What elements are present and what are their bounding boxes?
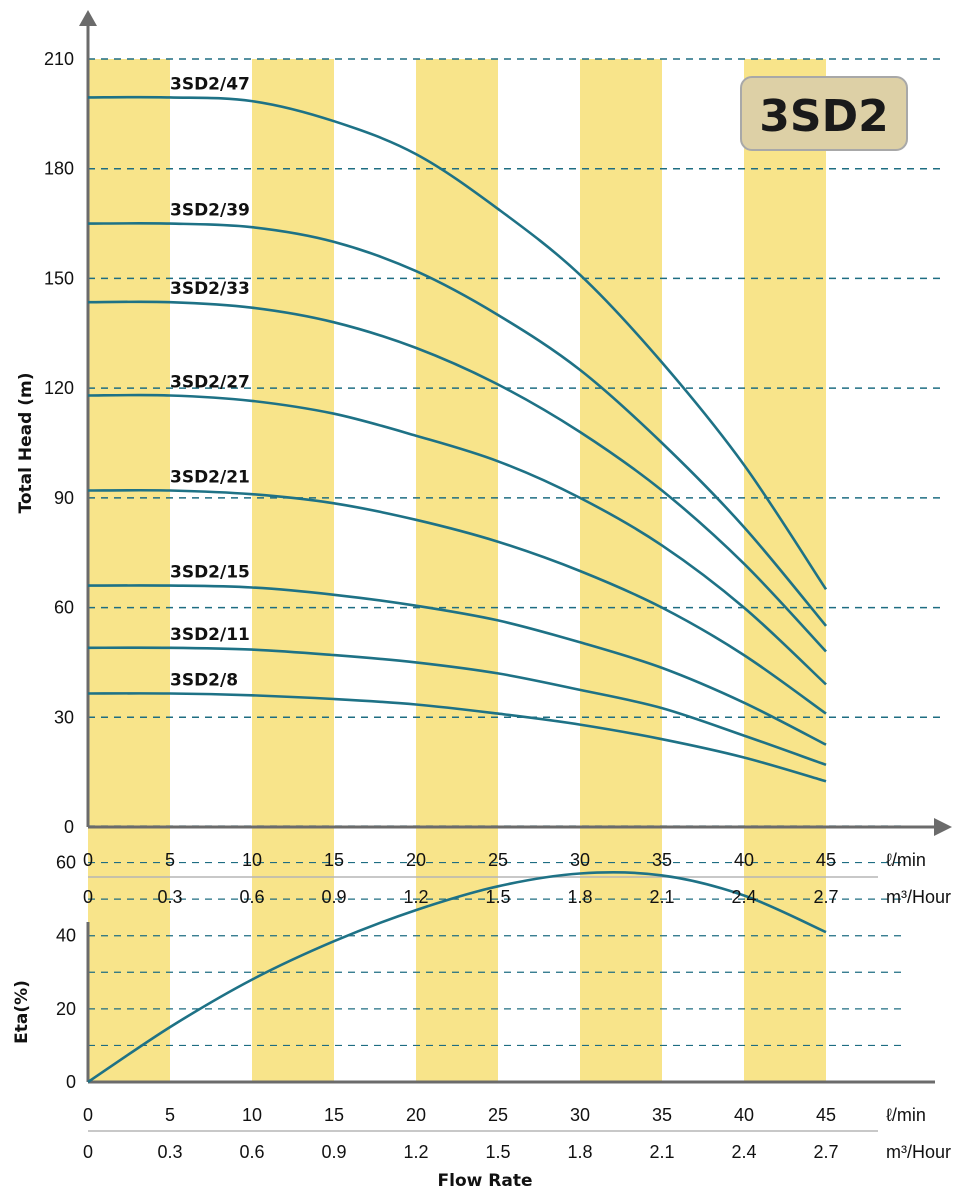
eta-y-tick-0: 0: [66, 1072, 76, 1092]
head-lmin-tick-8: 40: [734, 850, 754, 870]
head-y-axis-arrow: [79, 10, 97, 26]
eta-m3h-tick-0: 0: [83, 1142, 93, 1162]
head-curve-3: [87, 393, 827, 686]
head-m3h-tick-3: 0.9: [321, 887, 346, 907]
head-lmin-tick-5: 25: [488, 850, 508, 870]
head-y-tick-1: 30: [54, 707, 74, 727]
head-curve-6: [87, 646, 827, 767]
eta-curve-0: [87, 871, 827, 1084]
eta-y-tick-1: 20: [56, 999, 76, 1019]
curve-label-3: 3SD2/27: [170, 372, 250, 392]
eta-unit-lmin: ℓ/min: [886, 1105, 926, 1125]
head-m3h-tick-7: 2.1: [649, 887, 674, 907]
tick-labels: 3SD2/47 3SD2/39 3SD2/33 3SD2/27 3SD2/21 3SD2/…: [44, 49, 951, 1162]
head-band-0: [88, 59, 170, 827]
eta-lmin-tick-1: 5: [165, 1105, 175, 1125]
head-lmin-tick-0: 0: [83, 850, 93, 870]
eta-band-4: [744, 826, 826, 1082]
head-lmin-tick-3: 15: [324, 850, 344, 870]
head-unit-lmin: ℓ/min: [886, 850, 926, 870]
head-m3h-tick-8: 2.4: [731, 887, 756, 907]
head-curve-4: [87, 488, 827, 715]
eta-m3h-tick-1: 0.3: [157, 1142, 182, 1162]
eta-lmin-tick-4: 20: [406, 1105, 426, 1125]
head-y-tick-4: 120: [44, 378, 74, 398]
eta-band-3: [580, 826, 662, 1082]
head-curve-2: [87, 300, 827, 653]
eta-lmin-tick-6: 30: [570, 1105, 590, 1125]
head-m3h-tick-5: 1.5: [485, 887, 510, 907]
head-y-tick-2: 60: [54, 598, 74, 618]
head-m3h-tick-9: 2.7: [813, 887, 838, 907]
head-m3h-tick-1: 0.3: [157, 887, 182, 907]
head-lmin-tick-7: 35: [652, 850, 672, 870]
eta-m3h-tick-4: 1.2: [403, 1142, 428, 1162]
eta-band-0: [88, 826, 170, 1082]
head-axis-title: Total Head (m): [16, 373, 36, 514]
curve-label-6: 3SD2/11: [170, 625, 250, 645]
head-y-tick-6: 180: [44, 159, 74, 179]
model-badge-box: [740, 76, 908, 151]
eta-lmin-tick-7: 35: [652, 1105, 672, 1125]
head-band-4: [744, 59, 826, 827]
curve-label-5: 3SD2/15: [170, 563, 250, 583]
eta-band-1: [252, 826, 334, 1082]
curve-label-2: 3SD2/33: [170, 279, 250, 299]
head-y-tick-5: 150: [44, 268, 74, 288]
flow-rate-axis-title: Flow Rate: [438, 1171, 533, 1191]
eta-axis-title: Eta(%): [12, 980, 32, 1044]
head-m3h-tick-0: 0: [83, 887, 93, 907]
curve-label-1: 3SD2/39: [170, 201, 250, 221]
head-lmin-tick-4: 20: [406, 850, 426, 870]
eta-band-2: [416, 826, 498, 1082]
head-lmin-tick-6: 30: [570, 850, 590, 870]
curve-label-7: 3SD2/8: [170, 671, 238, 691]
head-x-axis-arrow: [934, 818, 952, 836]
curve-label-0: 3SD2/47: [170, 74, 250, 94]
head-curve-0: [87, 95, 828, 591]
curves: [87, 95, 828, 1084]
head-curve-5: [87, 584, 827, 746]
eta-m3h-tick-2: 0.6: [239, 1142, 264, 1162]
head-y-tick-7: 210: [44, 49, 74, 69]
head-lmin-tick-9: 45: [816, 850, 836, 870]
head-lmin-tick-2: 10: [242, 850, 262, 870]
eta-m3h-tick-8: 2.4: [731, 1142, 756, 1162]
head-m3h-tick-4: 1.2: [403, 887, 428, 907]
highlight-bands: [88, 59, 826, 1082]
head-band-3: [580, 59, 662, 827]
eta-lmin-tick-5: 25: [488, 1105, 508, 1125]
eta-unit-m3h: m³/Hour: [886, 1142, 951, 1162]
curve-label-4: 3SD2/21: [170, 468, 250, 488]
head-band-1: [252, 59, 334, 827]
eta-lmin-tick-3: 15: [324, 1105, 344, 1125]
eta-lmin-tick-9: 45: [816, 1105, 836, 1125]
eta-m3h-tick-6: 1.8: [567, 1142, 592, 1162]
head-m3h-tick-6: 1.8: [567, 887, 592, 907]
head-y-tick-0: 0: [64, 817, 74, 837]
head-m3h-tick-2: 0.6: [239, 887, 264, 907]
model-badge: 3SD2: [740, 76, 908, 151]
model-badge-text: 3SD2: [759, 91, 888, 142]
eta-y-tick-2: 40: [56, 926, 76, 946]
head-unit-m3h: m³/Hour: [886, 887, 951, 907]
eta-m3h-tick-7: 2.1: [649, 1142, 674, 1162]
eta-m3h-tick-9: 2.7: [813, 1142, 838, 1162]
head-curve-1: [87, 222, 828, 627]
eta-lmin-tick-8: 40: [734, 1105, 754, 1125]
eta-lmin-tick-0: 0: [83, 1105, 93, 1125]
head-band-2: [416, 59, 498, 827]
eta-lmin-tick-2: 10: [242, 1105, 262, 1125]
head-curve-7: [87, 692, 827, 783]
eta-y-tick-3: 60: [56, 853, 76, 873]
head-lmin-tick-1: 5: [165, 850, 175, 870]
eta-m3h-tick-3: 0.9: [321, 1142, 346, 1162]
eta-m3h-tick-5: 1.5: [485, 1142, 510, 1162]
head-y-tick-3: 90: [54, 488, 74, 508]
